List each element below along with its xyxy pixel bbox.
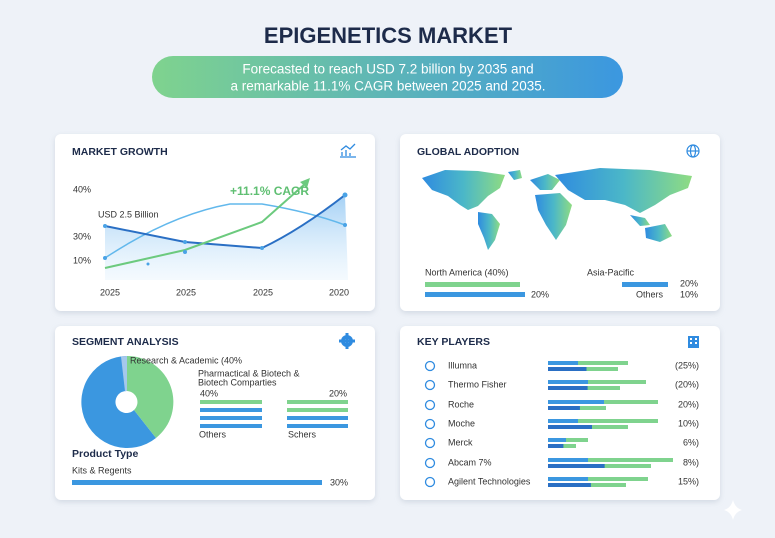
bar [548,438,588,442]
share-label: (25%) [675,360,699,370]
share-label: 8%) [683,457,699,467]
bar [548,483,591,487]
bar [548,367,587,371]
region-label: North America (40%) [425,267,509,277]
player-name: Illumna [448,360,477,370]
player-icon [424,418,436,430]
bar [548,406,580,410]
player-name: Roche [448,399,474,409]
segment-bars [200,400,348,428]
bar [548,419,658,423]
bar [425,292,525,297]
card-title: MARKET GROWTH [72,146,168,158]
sparkle [724,500,742,520]
share-label: 15%) [678,476,699,486]
player-icon [424,399,436,411]
bar [548,419,578,423]
bar [548,380,646,384]
bar [548,380,588,384]
player-list: Illumna (25%) Thermo Fisher (20%) Roche 20%) M… [424,360,699,488]
area [105,195,348,280]
points [103,192,348,266]
donut-segment [81,356,156,448]
bar [548,438,566,442]
product-label: Kits & Regents [72,465,132,475]
page-title: EPIGENETICS MARKET [264,23,513,48]
region-label: Asia-Pacific [587,267,635,277]
player-name: Thermo Fisher [448,379,507,389]
bar [548,425,592,429]
share-label: 20% [680,278,698,288]
share-label: 20%) [678,399,699,409]
segment-label: Others [199,429,227,439]
share-label: 10% [680,289,698,299]
axis-label: 10% [73,255,91,265]
bar [548,361,628,365]
player-icon [424,360,436,372]
axis-label: 30% [73,231,91,241]
arrow [300,178,310,188]
share-label: 30% [330,477,348,487]
bar [548,458,673,462]
bar [548,400,604,404]
player-name: Moche [448,418,475,428]
player-icon [424,476,436,488]
player-icon [424,457,436,469]
axis-label: 2025 [100,287,120,297]
bar [548,444,564,448]
segment-label: Biotech Comparties [198,377,277,387]
bar [548,477,648,481]
card-title: SEGMENT ANALYSIS [72,336,179,348]
card [400,326,720,500]
annotation: USD 2.5 Billion [98,209,159,219]
share-label: (20%) [675,379,699,389]
axis-label: 2025 [176,287,196,297]
share-label: 20% [531,289,549,299]
line [104,182,307,269]
share-label: 6%) [683,437,699,447]
bar [72,480,322,485]
share-label: 20% [329,388,347,398]
axis-label: 40% [73,184,91,194]
section-title: Product Type [72,448,138,460]
player-icon [424,379,436,391]
bar [548,386,588,390]
card-title: GLOBAL ADOPTION [417,146,519,158]
share-label: 40% [200,388,218,398]
axis-label: 2025 [253,287,273,297]
region-label: Others [636,289,664,299]
segment-label: Schers [288,429,317,439]
line [104,203,346,259]
player-icon [424,437,436,449]
bar [548,477,588,481]
globe-icon [686,144,700,158]
player-name: Agilent Technologies [448,476,531,486]
segment-label: Research & Academic (40% [130,355,242,365]
bar [548,361,578,365]
world-map [422,168,692,250]
bar [548,464,605,468]
building-icon [688,336,699,348]
segment-label: Pharmactical & Biotech & [198,368,300,378]
bar [622,282,668,287]
bar [548,458,588,462]
share-label: 10%) [678,418,699,428]
card-title: KEY PLAYERS [417,336,490,348]
bar [425,282,520,287]
cagr-label: +11.1% CAGR [230,184,309,198]
chart-icon [340,143,356,158]
donut-segment [121,356,127,392]
banner-text: a remarkable 11.1% CAGR between 2025 and… [231,79,546,94]
gear-icon [339,333,355,349]
axis-label: 2020 [329,287,349,297]
banner-text: Forecasted to reach USD 7.2 billion by 2… [242,62,533,77]
player-name: Merck [448,437,473,447]
player-name: Abcam 7% [448,457,492,467]
donut-segment [127,355,174,438]
banner [152,56,623,98]
